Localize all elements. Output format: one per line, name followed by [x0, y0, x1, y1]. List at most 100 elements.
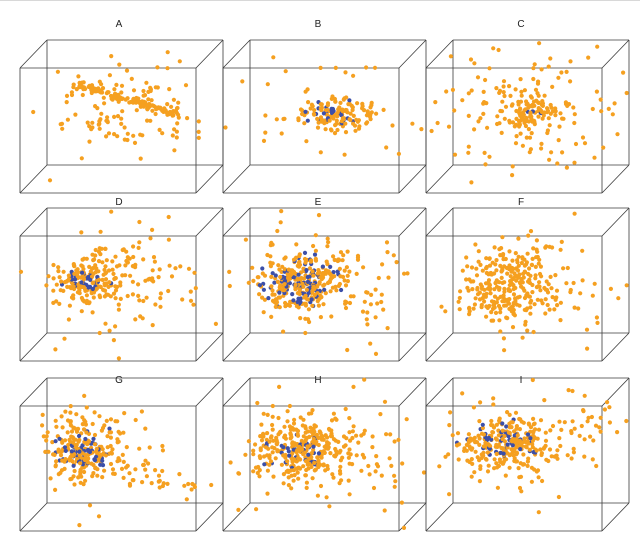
cube-connector-tr — [398, 207, 427, 237]
orange-point — [131, 254, 136, 260]
orange-point — [473, 449, 478, 454]
orange-point — [534, 469, 539, 474]
orange-point — [53, 487, 58, 492]
orange-point — [107, 280, 112, 285]
orange-point — [141, 257, 146, 262]
orange-point — [482, 287, 487, 292]
orange-point — [76, 74, 81, 79]
orange-point — [326, 426, 332, 432]
orange-point — [545, 108, 551, 113]
orange-point — [169, 274, 175, 279]
orange-point — [80, 92, 85, 98]
cube-connector-br — [398, 332, 427, 362]
orange-point — [51, 262, 56, 268]
orange-point — [336, 257, 341, 262]
orange-point — [279, 462, 284, 467]
orange-point — [53, 347, 58, 352]
orange-point — [491, 402, 496, 407]
blue-point — [528, 436, 533, 441]
orange-point — [495, 114, 500, 119]
orange-point — [624, 283, 629, 288]
orange-point — [240, 79, 245, 84]
orange-point — [330, 472, 335, 477]
orange-point — [150, 108, 155, 113]
orange-point — [519, 489, 524, 494]
blue-point — [83, 436, 88, 442]
orange-point — [532, 118, 537, 123]
orange-point — [523, 322, 528, 327]
orange-point — [571, 105, 576, 110]
orange-point — [145, 118, 150, 123]
orange-point — [118, 283, 123, 288]
orange-point — [338, 250, 344, 255]
orange-point — [96, 249, 102, 254]
orange-point — [518, 77, 523, 82]
orange-point — [110, 259, 115, 264]
orange-point — [57, 301, 62, 306]
orange-point — [494, 451, 499, 457]
orange-point — [480, 425, 485, 431]
cube-connector-br — [601, 164, 630, 194]
orange-point — [521, 275, 526, 280]
orange-point — [540, 116, 545, 121]
blue-point — [316, 451, 321, 456]
orange-point — [150, 276, 155, 281]
orange-point — [294, 242, 299, 247]
orange-point — [387, 456, 392, 461]
orange-point — [519, 279, 524, 284]
orange-point — [531, 422, 536, 427]
blue-point — [339, 287, 344, 293]
blue-point — [504, 424, 509, 429]
cube-connector-tl — [222, 39, 251, 69]
orange-point — [281, 481, 286, 486]
orange-point — [537, 271, 543, 277]
orange-point — [547, 123, 552, 128]
orange-point — [530, 256, 535, 261]
orange-point — [526, 127, 532, 132]
cube-connector-tr — [195, 39, 224, 69]
orange-point — [572, 305, 577, 310]
orange-point — [119, 96, 124, 101]
orange-point — [571, 446, 576, 451]
orange-point — [180, 297, 185, 302]
orange-point — [109, 209, 114, 214]
orange-point — [148, 236, 153, 241]
orange-point — [389, 463, 394, 468]
orange-point — [513, 274, 518, 279]
orange-point — [443, 454, 448, 459]
orange-point — [209, 482, 214, 488]
orange-point — [502, 264, 507, 269]
orange-point — [165, 50, 170, 55]
orange-point — [56, 269, 61, 274]
blue-point — [100, 458, 105, 463]
orange-point — [90, 421, 95, 427]
orange-point — [534, 285, 540, 290]
blue-point — [320, 264, 325, 269]
orange-point — [40, 423, 45, 428]
orange-point — [291, 468, 296, 473]
orange-point — [529, 479, 535, 484]
orange-point — [89, 127, 94, 132]
orange-point — [113, 254, 118, 259]
orange-point — [84, 430, 89, 435]
orange-point — [338, 100, 343, 105]
orange-point — [333, 438, 338, 443]
orange-point — [62, 336, 67, 341]
cube-connector-tr — [195, 207, 224, 237]
orange-point — [361, 265, 366, 270]
orange-point — [312, 108, 317, 113]
orange-point — [313, 256, 318, 261]
orange-point — [311, 273, 316, 278]
orange-point — [515, 433, 520, 438]
orange-point — [196, 135, 201, 140]
orange-point — [343, 305, 349, 311]
orange-point — [493, 280, 499, 285]
orange-point — [296, 455, 301, 460]
blue-point — [107, 426, 112, 431]
orange-point — [572, 112, 577, 117]
orange-point — [507, 430, 512, 435]
orange-point — [175, 105, 180, 111]
orange-point — [100, 447, 105, 452]
orange-point — [556, 138, 561, 143]
orange-point — [318, 115, 324, 120]
